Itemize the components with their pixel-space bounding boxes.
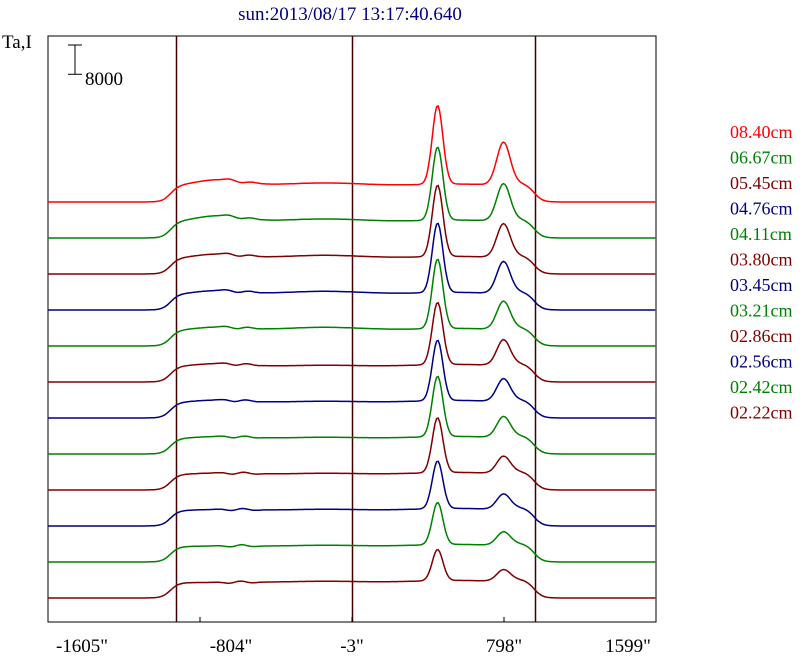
legend-entry-04.11cm: 04.11cm [730,224,792,244]
scale-bar: 8000 [68,44,123,90]
legend-entry-08.40cm: 08.40cm [730,122,793,142]
x-tick-label-3: -3" [340,636,364,657]
series-line-04.76cm [48,222,656,311]
scale-bar-label: 8000 [85,69,123,90]
series-line-08.40cm [48,104,656,203]
legend-entry-03.45cm: 03.45cm [730,275,793,295]
legend-entry-05.45cm: 05.45cm [730,173,793,193]
legend-entry-03.80cm: 03.80cm [730,250,793,270]
legend-entry-02.22cm: 02.22cm [730,403,793,423]
series-line-06.67cm [48,146,656,239]
x-tick-label-4: 798" [486,636,522,657]
vertical-markers [175,36,537,622]
legend-entry-06.67cm: 06.67cm [730,148,793,168]
legend-entry-02.56cm: 02.56cm [730,352,793,372]
series-line-03.80cm [48,301,656,383]
legend-entry-02.86cm: 02.86cm [730,326,793,346]
legend-entry-04.76cm: 04.76cm [730,199,793,219]
series-line-02.86cm [48,417,656,491]
x-tick-label-5: 1599" [605,636,651,657]
series-line-02.22cm [48,548,656,599]
x-axis-ticks: -1605" -804" -3" 798" 1599" [47,617,657,657]
series-line-02.42cm [48,501,656,563]
series-line-03.45cm [48,339,656,419]
x-tick-label-2: -804" [210,636,253,657]
chart-title: sun:2013/08/17 13:17:40.640 [238,4,462,25]
series-line-03.21cm [48,375,656,455]
series-group [48,104,656,599]
series-line-02.56cm [48,460,656,527]
y-axis-label: Ta,I [2,32,32,53]
series-line-04.11cm [48,258,656,347]
series-line-05.45cm [48,184,656,275]
legend-entry-03.21cm: 03.21cm [730,301,793,321]
legend: 08.40cm 06.67cm 05.45cm 04.76cm 04.11cm 03.80… [730,122,793,423]
legend-entry-02.42cm: 02.42cm [730,377,793,397]
x-tick-label-1: -1605" [56,636,108,657]
